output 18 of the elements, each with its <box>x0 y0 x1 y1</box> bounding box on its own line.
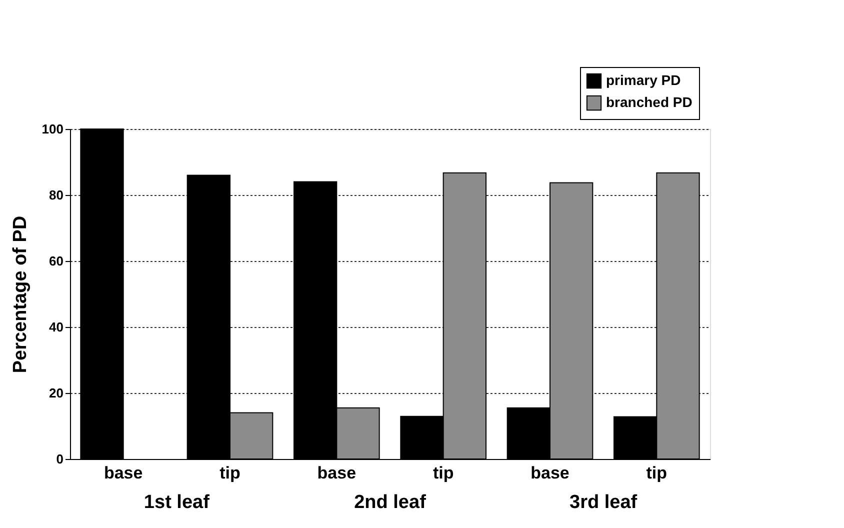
x-tick-label: base <box>317 464 356 482</box>
text: 1st leaf <box>144 492 210 513</box>
y-tick-label: 20 <box>49 386 64 400</box>
y-tick-label: 40 <box>49 320 64 334</box>
y-tick-label: 60 <box>49 254 64 268</box>
x-tick-label: base <box>104 464 143 482</box>
legend-label: branched PD <box>606 94 692 110</box>
text: 3rd leaf <box>570 492 638 513</box>
y-tick-label: 100 <box>42 122 64 136</box>
y-axis-title: Percentage of PD <box>10 216 31 374</box>
y-tick-label: 0 <box>56 452 64 466</box>
legend-label: primary PD <box>606 72 681 88</box>
y-tick-label: 80 <box>49 188 64 202</box>
x-tick-label: tip <box>432 464 454 482</box>
x-tick-label: tip <box>646 464 668 482</box>
x-tick-label: base <box>530 464 570 482</box>
text: 2nd leaf <box>354 492 427 513</box>
x-tick-label: tip <box>220 464 240 482</box>
